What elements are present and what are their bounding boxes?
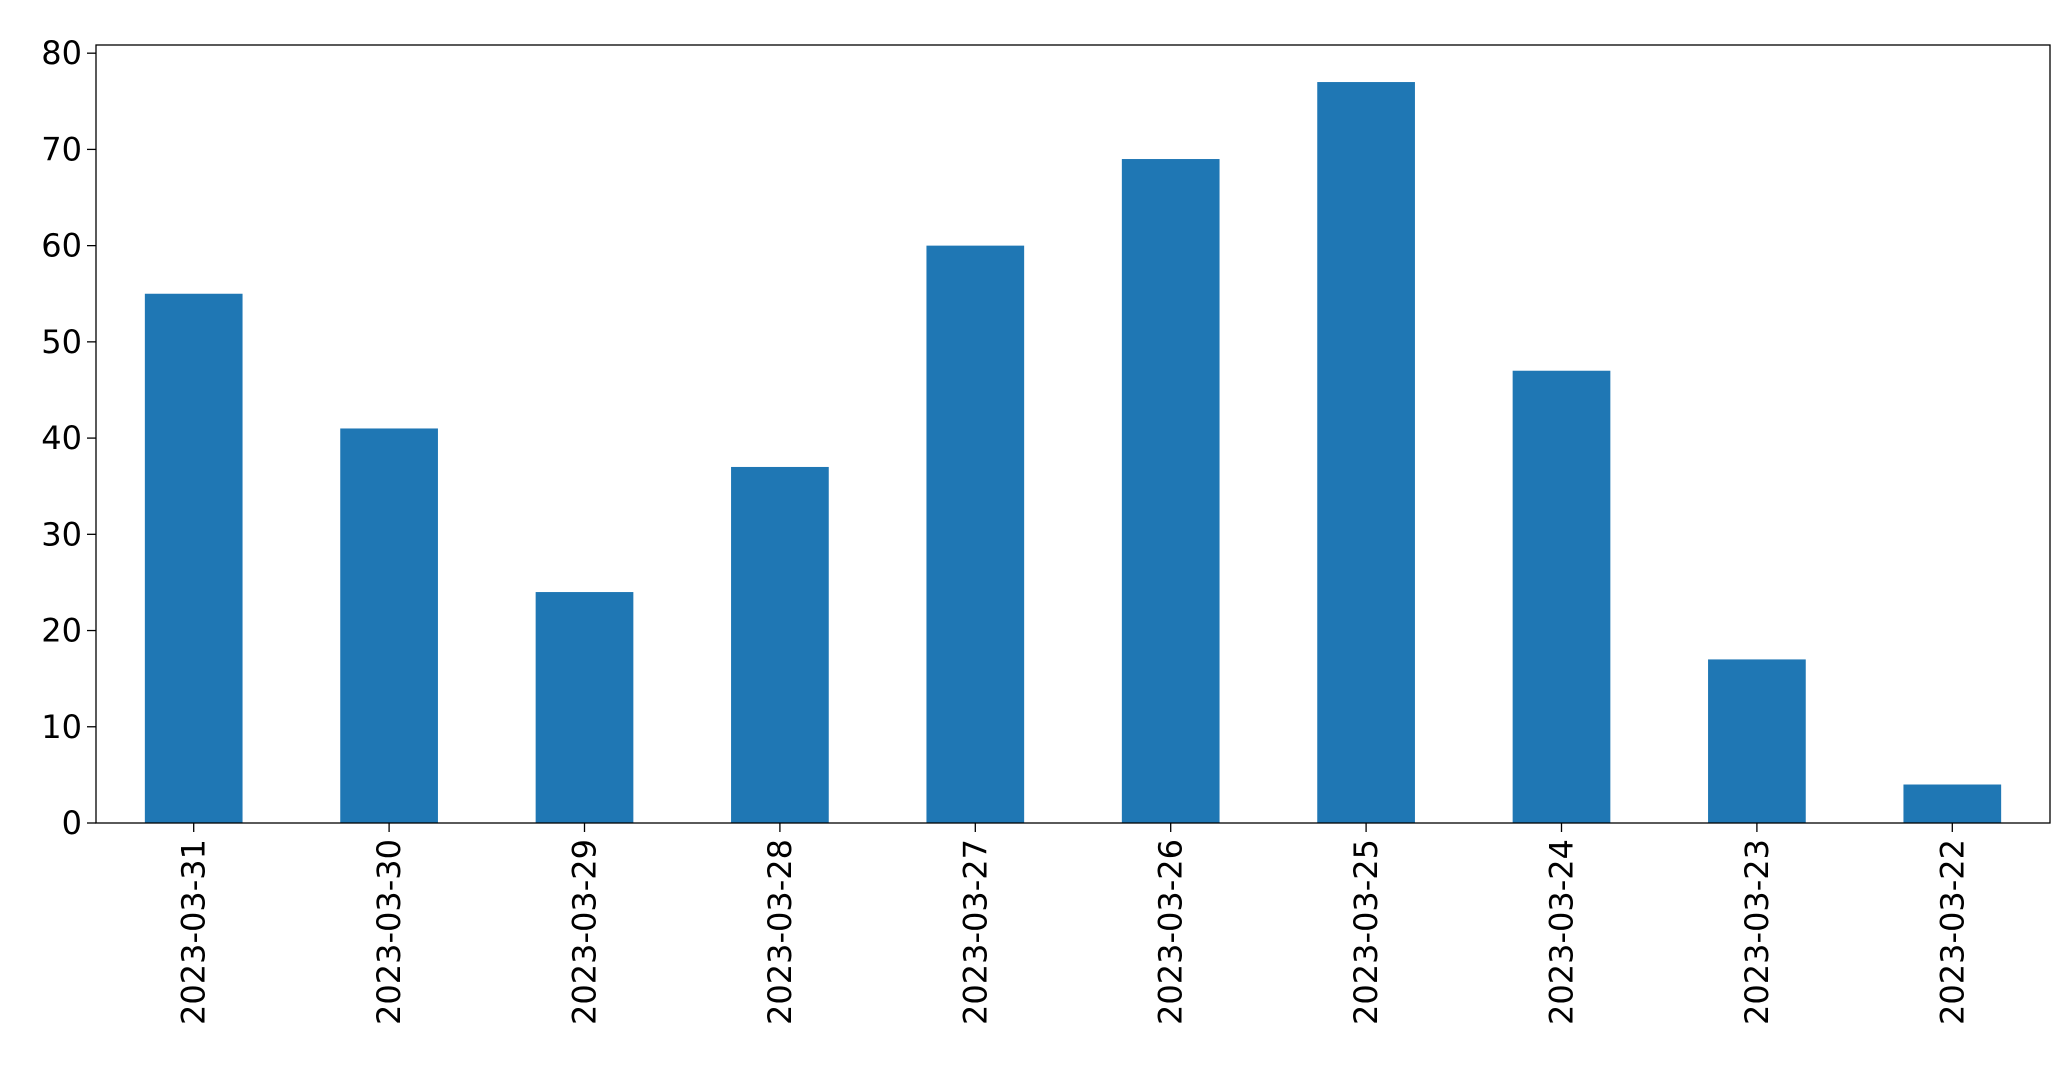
x-tick-label: 2023-03-23: [1738, 839, 1776, 1025]
bar: [1317, 82, 1415, 824]
y-tick-label: 70: [41, 130, 82, 168]
y-tick-label: 80: [41, 34, 82, 72]
bar: [144, 293, 243, 823]
x-tick-label: 2023-03-25: [1347, 839, 1385, 1025]
x-tick-label: 2023-03-24: [1543, 839, 1581, 1025]
bar: [1903, 784, 2002, 823]
x-tick-label: 2023-03-30: [370, 839, 408, 1025]
bar: [535, 592, 634, 823]
bar: [926, 245, 1025, 823]
x-tick-label: 2023-03-27: [956, 839, 994, 1025]
bar: [1512, 370, 1611, 823]
x-tick-label: 2023-03-22: [1933, 839, 1971, 1025]
x-tick-label: 2023-03-31: [175, 839, 213, 1025]
bar: [1121, 159, 1220, 824]
y-tick-label: 40: [41, 419, 82, 457]
x-tick-label: 2023-03-28: [761, 839, 799, 1025]
x-tick-label: 2023-03-26: [1152, 839, 1190, 1025]
bar: [340, 428, 438, 823]
y-tick-label: 50: [41, 323, 82, 361]
y-tick-label: 0: [62, 804, 82, 842]
bar: [731, 466, 829, 823]
y-tick-label: 60: [41, 227, 82, 265]
bar: [1708, 659, 1806, 823]
y-tick-label: 20: [41, 612, 82, 650]
y-tick-label: 30: [41, 515, 82, 553]
x-tick-label: 2023-03-29: [566, 839, 604, 1025]
plot-frame: [95, 44, 2051, 824]
y-tick-label: 10: [41, 708, 82, 746]
